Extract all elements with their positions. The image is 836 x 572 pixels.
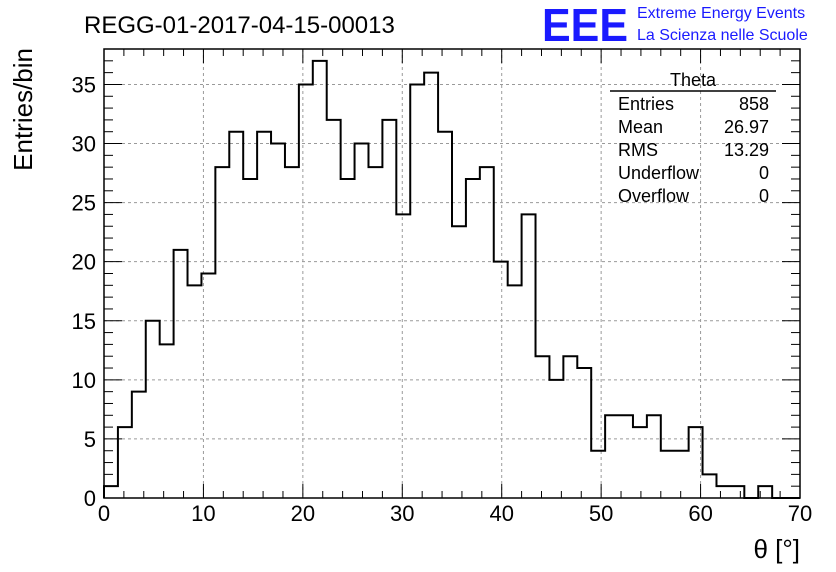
- stats-label: RMS: [618, 140, 658, 160]
- y-tick-label: 10: [72, 368, 96, 393]
- stats-value: 0: [759, 186, 769, 206]
- histogram-bin: [661, 451, 675, 498]
- histogram-bin: [563, 356, 577, 498]
- histogram-bin: [341, 179, 355, 498]
- histogram-outline: [103, 59, 800, 499]
- histogram-bin: [271, 144, 285, 498]
- histogram-bin: [605, 415, 619, 498]
- stats-value: 26.97: [724, 117, 769, 137]
- histogram-bin: [675, 451, 689, 498]
- stats-value: 858: [739, 94, 769, 114]
- histogram-bin: [633, 427, 647, 498]
- logo-line-2: La Scienza nelle Scuole: [637, 27, 808, 44]
- stats-label: Overflow: [618, 186, 690, 206]
- histogram-bin: [368, 167, 382, 498]
- histogram-bin: [118, 427, 132, 498]
- x-tick-label: 50: [589, 501, 613, 526]
- histogram-bin: [174, 250, 188, 498]
- stats-title: Theta: [670, 70, 717, 90]
- x-tick-label: 0: [98, 501, 110, 526]
- y-tick-label: 20: [72, 250, 96, 275]
- axis-ticks: [103, 48, 801, 499]
- histogram-bin: [410, 84, 424, 498]
- y-tick-labels: 0 5 10 15 20 25 30 35: [72, 72, 96, 511]
- histogram-bin: [313, 61, 327, 498]
- x-tick-label: 10: [191, 501, 215, 526]
- y-tick-label: 15: [72, 309, 96, 334]
- x-axis-label: θ [°]: [753, 534, 800, 564]
- histogram-bin: [229, 132, 243, 498]
- histogram-bin: [201, 274, 215, 499]
- stats-box: Theta Entries 858 Mean 26.97 RMS 13.29 Underfl…: [610, 70, 776, 206]
- stats-label: Entries: [618, 94, 674, 114]
- histogram-bin: [591, 451, 605, 498]
- histogram-bars: [103, 59, 800, 499]
- histogram-bin: [549, 380, 563, 498]
- histogram-bin: [188, 285, 202, 498]
- chart-title: REGG-01-2017-04-15-00013: [84, 12, 395, 39]
- histogram-bin: [716, 486, 730, 498]
- logo-line-1: Extreme Energy Events: [637, 5, 805, 22]
- histogram-bin: [438, 132, 452, 498]
- histogram-bin: [577, 368, 591, 498]
- histogram-bin: [424, 73, 438, 498]
- histogram-bin: [494, 262, 508, 498]
- histogram-bin: [382, 120, 396, 498]
- histogram-bin: [466, 179, 480, 498]
- x-tick-label: 20: [291, 501, 315, 526]
- histogram-bin: [104, 486, 118, 498]
- stats-label: Underflow: [618, 163, 700, 183]
- histogram-bin: [522, 214, 536, 498]
- histogram-bin: [132, 392, 146, 498]
- histogram-bin: [452, 226, 466, 498]
- histogram-bin: [285, 167, 299, 498]
- histogram-bin: [396, 214, 410, 498]
- histogram-bin: [327, 120, 341, 498]
- histogram-bin: [160, 344, 174, 498]
- histogram-bin: [480, 167, 494, 498]
- histogram-bin: [647, 415, 661, 498]
- stats-value: 0: [759, 163, 769, 183]
- y-tick-label: 25: [72, 191, 96, 216]
- histogram-bin: [730, 486, 744, 498]
- stats-value: 13.29: [724, 140, 769, 160]
- x-tick-label: 40: [489, 501, 513, 526]
- x-tick-label: 70: [788, 501, 812, 526]
- stats-label: Mean: [618, 117, 663, 137]
- x-tick-labels: 0 10 20 30 40 50 60 70: [98, 501, 812, 526]
- y-tick-label: 35: [72, 72, 96, 97]
- histogram-bin: [215, 167, 229, 498]
- histogram-bin: [243, 179, 257, 498]
- x-tick-label: 30: [390, 501, 414, 526]
- histogram-bin: [536, 356, 550, 498]
- histogram-bin: [508, 285, 522, 498]
- histogram-bin: [355, 144, 369, 498]
- y-tick-label: 5: [84, 427, 96, 452]
- eee-logo: EEE Extreme Energy Events La Scienza nel…: [542, 0, 808, 51]
- histogram-bin: [257, 132, 271, 498]
- x-tick-label: 60: [688, 501, 712, 526]
- stats-rows: Entries 858 Mean 26.97 RMS 13.29 Underflow 0 Ove…: [618, 94, 769, 206]
- logo-mark: EEE: [542, 0, 628, 51]
- y-tick-label: 0: [84, 486, 96, 511]
- histogram-bin: [619, 415, 633, 498]
- y-tick-label: 30: [72, 132, 96, 157]
- histogram-bin: [146, 321, 160, 498]
- y-axis-label: Entries/bin: [8, 48, 38, 171]
- histogram-bin: [299, 84, 313, 498]
- histogram-bin: [703, 474, 717, 498]
